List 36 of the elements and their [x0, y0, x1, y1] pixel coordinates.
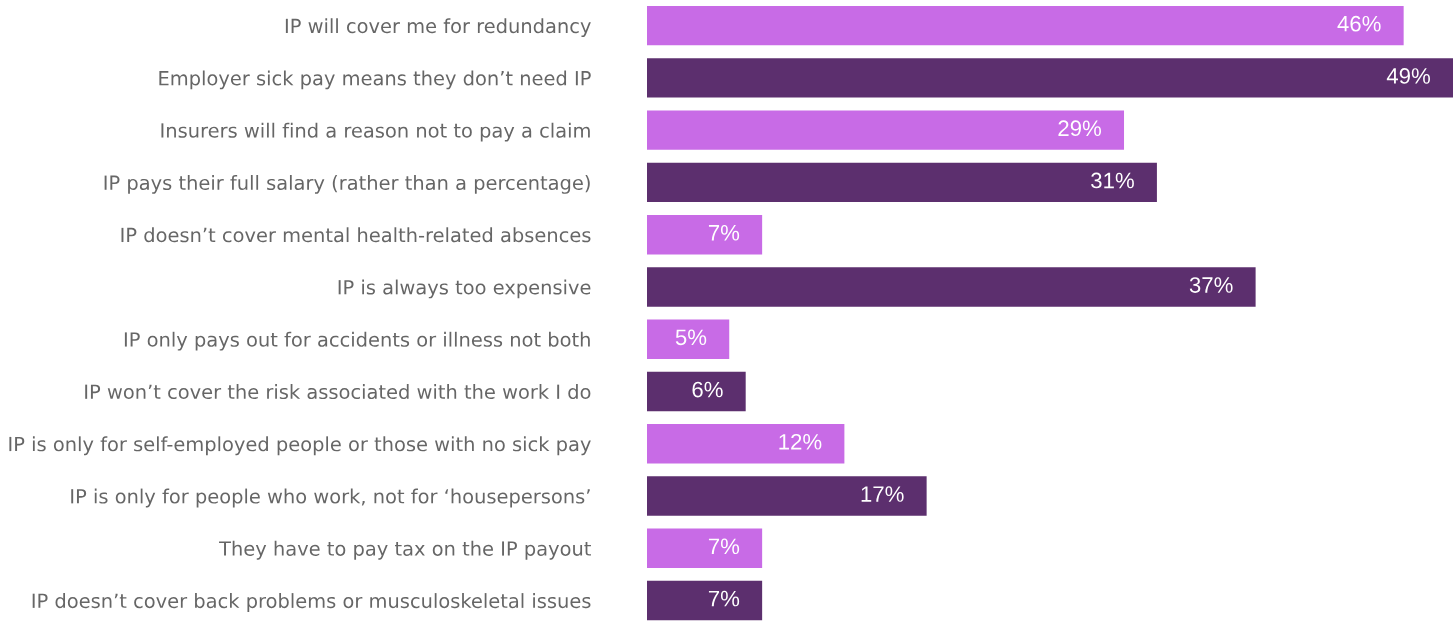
data-label: 17%: [861, 486, 904, 502]
bar: [647, 162, 1157, 203]
bar: [647, 371, 746, 412]
data-label: 7%: [708, 538, 740, 555]
bar: [647, 476, 927, 516]
data-label: 37%: [1189, 277, 1233, 293]
data-label: 29%: [1058, 120, 1102, 137]
y-tick-label: IP will cover me for redundancy: [285, 18, 591, 38]
bar: [647, 110, 1125, 150]
y-tick-label: IP pays their full salary (rather than a percentage): [104, 175, 590, 194]
data-label: 12%: [779, 433, 822, 450]
y-tick-label: Insurers will find a reason not to pay a claim: [161, 122, 590, 142]
y-tick-label: IP is always too expensive: [338, 279, 591, 299]
y-tick-label: IP won’t cover the risk associated with the work I do: [85, 384, 591, 400]
data-label: 6%: [692, 381, 723, 398]
bar: [647, 5, 1404, 46]
y-tick-label: IP is only for self-employed people or those with no sick pay: [9, 436, 591, 456]
y-tick-label: IP only pays out for accidents or illness not both: [124, 331, 590, 351]
data-label: 46%: [1337, 15, 1381, 32]
y-tick-label: They have to pay tax on the IP payout: [219, 540, 591, 560]
y-tick-label: Employer sick pay means they don’t need IP: [159, 70, 591, 90]
bar: [647, 214, 763, 255]
data-label: 7%: [708, 224, 740, 241]
data-label: 7%: [708, 590, 740, 607]
bar: [647, 319, 730, 359]
y-tick-label: IP is only for people who work, not for ‘housepersons’: [71, 488, 590, 508]
bar: [647, 528, 763, 568]
bar: [647, 267, 1256, 307]
y-tick-label: IP doesn’t cover mental health-related absences: [121, 227, 591, 243]
y-tick-label: IP doesn’t cover back problems or musculoskeletal issues: [32, 593, 591, 612]
bar: [647, 580, 763, 621]
data-label: 31%: [1091, 172, 1134, 189]
bar: [647, 423, 845, 464]
data-label: 49%: [1386, 68, 1430, 84]
bar: [647, 58, 1453, 98]
data-label: 5%: [675, 329, 707, 346]
